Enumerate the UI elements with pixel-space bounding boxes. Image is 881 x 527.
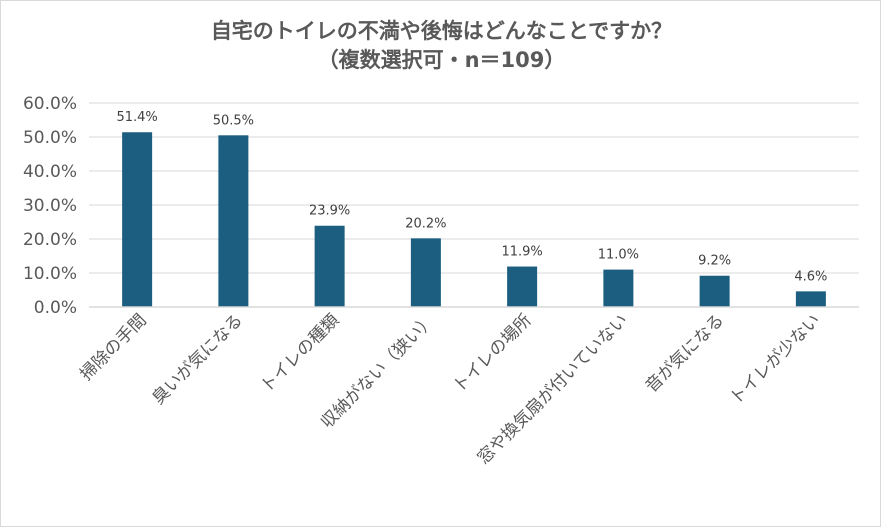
bar-value-label: 9.2% [698,254,731,269]
category-label: トイレの種類 [257,310,343,396]
bar-value-label: 50.5% [213,113,254,128]
y-tick-label: 0.0% [34,298,77,318]
bar [122,132,153,307]
bar [314,225,345,307]
y-tick-label: 30.0% [23,196,77,216]
y-tick-label: 10.0% [23,264,77,284]
bar [603,269,634,307]
bar [218,135,249,307]
y-tick-label: 40.0% [23,162,77,182]
bar [795,291,826,307]
chart-title: 自宅のトイレの不満や後悔はどんなことですか？ [210,19,673,43]
chart-subtitle: （複数選択可・n＝109） [317,48,566,72]
category-label: トイレの場所 [449,310,535,396]
bar [410,238,441,307]
category-label: 掃除の手間 [76,310,150,384]
bar-value-label: 11.0% [598,248,639,263]
bar-value-label: 11.9% [501,245,542,260]
bar-value-label: 51.4% [116,110,157,125]
bar-value-label: 20.2% [405,216,446,231]
bar-value-label: 4.6% [794,269,827,284]
bar-value-label: 23.9% [309,204,350,219]
bar [699,275,730,307]
bar [507,266,538,307]
y-tick-label: 20.0% [23,230,77,250]
y-tick-label: 50.0% [23,128,77,148]
category-label: 音が気になる [642,310,728,396]
y-tick-label: 60.0% [23,94,77,114]
chart-title-block: 自宅のトイレの不満や後悔はどんなことですか？ （複数選択可・n＝109） [1,17,881,75]
category-label: 臭いが気になる [149,310,247,408]
category-label: トイレが少ない [726,310,824,408]
